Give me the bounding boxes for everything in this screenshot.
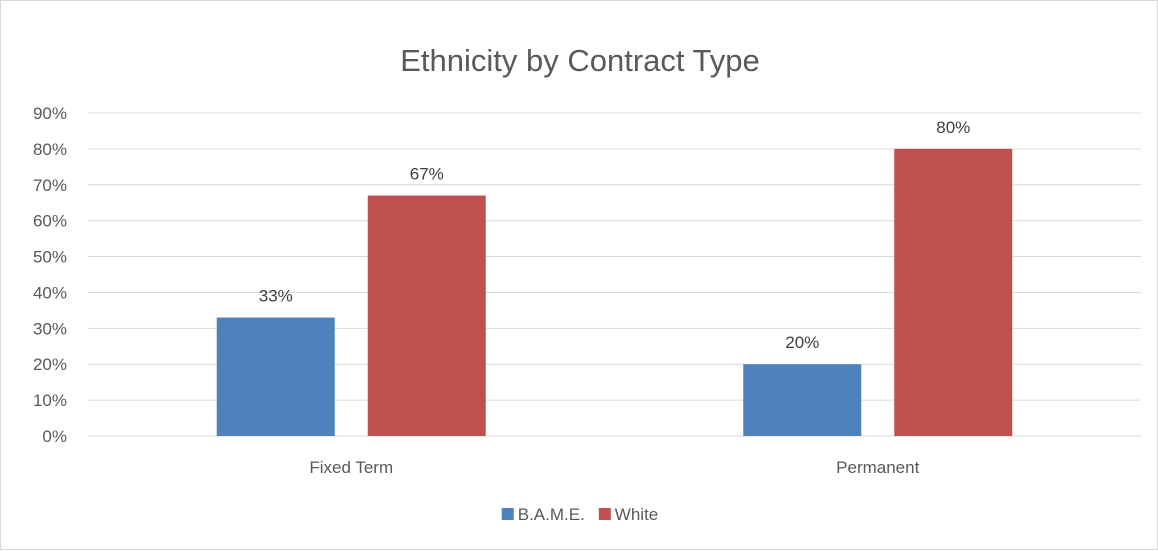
legend-label: White [615,505,658,524]
legend-swatch [598,508,611,520]
bar-b-a-m-e-fixed-term [216,317,335,436]
y-tick-label: 10% [33,391,67,410]
data-label: 20% [785,333,819,352]
bar-white-permanent [894,148,1013,436]
y-tick-label: 50% [33,248,67,267]
y-tick-label: 40% [33,283,67,302]
legend-item: White [598,505,658,524]
bar-b-a-m-e-permanent [743,364,862,436]
bars [216,148,1013,436]
y-tick-label: 90% [33,104,67,123]
y-tick-label: 0% [42,427,67,446]
data-label: 80% [936,118,970,137]
y-tick-label: 80% [33,140,67,159]
y-tick-label: 20% [33,355,67,374]
legend-item: B.A.M.E. [501,505,585,524]
x-category-label: Fixed Term [309,458,393,477]
data-labels: 33% 67% 20% 80% [259,118,971,352]
x-axis-category-labels: Fixed Term Permanent [309,458,919,477]
x-category-label: Permanent [836,458,919,477]
y-tick-label: 60% [33,212,67,231]
y-tick-label: 30% [33,319,67,338]
legend-swatch [501,508,514,520]
data-label: 67% [410,165,444,184]
y-tick-label: 70% [33,176,67,195]
chart-title: Ethnicity by Contract Type [400,43,760,78]
y-axis-tick-labels: 0% 10% 20% 30% 40% 50% 60% 70% 80% 90% [33,104,67,446]
bar-white-fixed-term [367,195,486,436]
data-label: 33% [259,287,293,306]
legend: B.A.M.E. White [501,505,658,524]
legend-label: B.A.M.E. [518,505,585,524]
